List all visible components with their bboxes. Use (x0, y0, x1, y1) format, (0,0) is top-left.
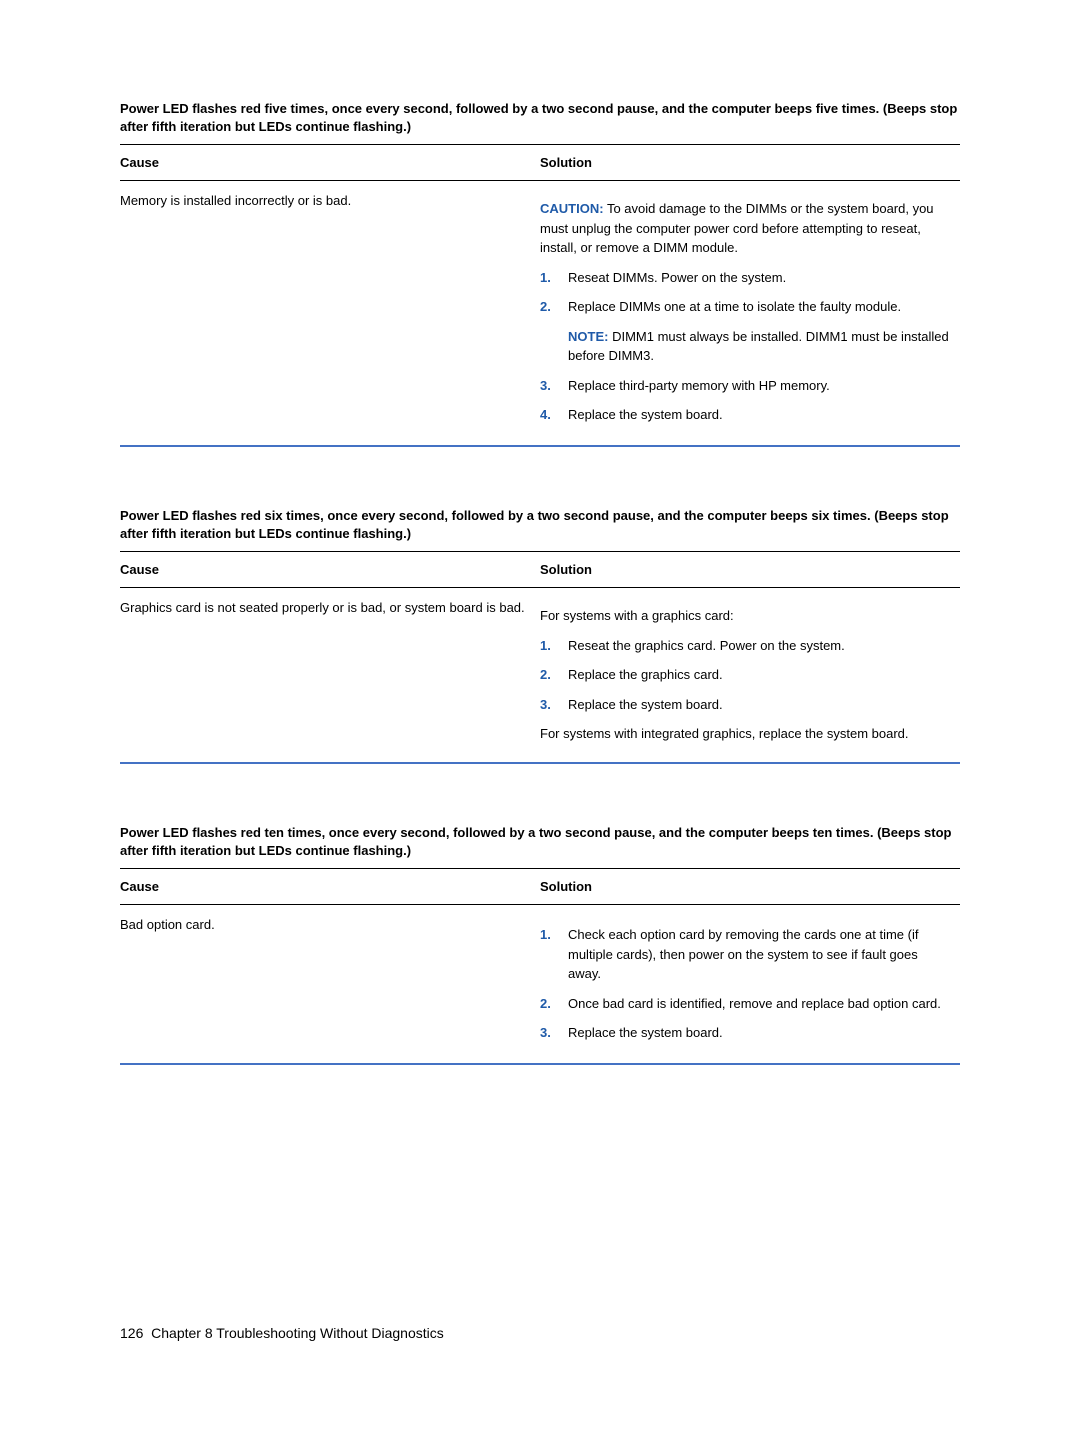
step-number: 1. (540, 925, 568, 984)
outro-text: For systems with integrated graphics, re… (540, 724, 952, 744)
section-title: Power LED flashes red ten times, once ev… (120, 824, 960, 860)
troubleshooting-table: Cause Solution Bad option card. 1. Check… (120, 868, 960, 1065)
steps-list: 1. Check each option card by removing th… (540, 925, 952, 1043)
header-solution: Solution (540, 552, 960, 588)
cause-cell: Memory is installed incorrectly or is ba… (120, 181, 540, 446)
header-solution: Solution (540, 869, 960, 905)
troubleshooting-table: Cause Solution Memory is installed incor… (120, 144, 960, 447)
section-five-flashes: Power LED flashes red five times, once e… (120, 100, 960, 447)
step-text: Replace the graphics card. (568, 665, 952, 685)
step-number: 1. (540, 268, 568, 288)
cause-cell: Bad option card. (120, 905, 540, 1064)
step-number: 3. (540, 695, 568, 715)
step-text: Replace the system board. (568, 1023, 952, 1043)
page-footer: 126 Chapter 8 Troubleshooting Without Di… (120, 1125, 960, 1341)
page-number: 126 (120, 1325, 143, 1341)
step-item: 2. Replace DIMMs one at a time to isolat… (540, 297, 952, 317)
step-item: 1. Reseat DIMMs. Power on the system. (540, 268, 952, 288)
caution-label: CAUTION: (540, 201, 604, 216)
chapter-label: Chapter 8 Troubleshooting Without Diagno… (151, 1325, 444, 1341)
step-number: 1. (540, 636, 568, 656)
header-cause: Cause (120, 552, 540, 588)
step-text: Replace DIMMs one at a time to isolate t… (568, 297, 952, 317)
step-item: 3. Replace the system board. (540, 1023, 952, 1043)
section-ten-flashes: Power LED flashes red ten times, once ev… (120, 824, 960, 1065)
step-item: 3. Replace the system board. (540, 695, 952, 715)
cause-cell: Graphics card is not seated properly or … (120, 588, 540, 763)
note-paragraph: NOTE: DIMM1 must always be installed. DI… (568, 327, 952, 366)
step-item: 3. Replace third-party memory with HP me… (540, 376, 952, 396)
note-text: DIMM1 must always be installed. DIMM1 mu… (568, 329, 949, 364)
caution-paragraph: CAUTION: To avoid damage to the DIMMs or… (540, 199, 952, 258)
section-six-flashes: Power LED flashes red six times, once ev… (120, 507, 960, 764)
step-number: 4. (540, 405, 568, 425)
step-text: Replace the system board. (568, 405, 952, 425)
step-text: Replace third-party memory with HP memor… (568, 376, 952, 396)
step-number: 3. (540, 1023, 568, 1043)
step-item: 2. Replace the graphics card. (540, 665, 952, 685)
step-item: 2. Once bad card is identified, remove a… (540, 994, 952, 1014)
step-item: 1. Check each option card by removing th… (540, 925, 952, 984)
step-number: 3. (540, 376, 568, 396)
solution-cell: For systems with a graphics card: 1. Res… (540, 588, 960, 763)
step-number: 2. (540, 994, 568, 1014)
step-text: Replace the system board. (568, 695, 952, 715)
step-text: Reseat the graphics card. Power on the s… (568, 636, 952, 656)
step-text: Reseat DIMMs. Power on the system. (568, 268, 952, 288)
step-number: 2. (540, 665, 568, 685)
step-item: 4. Replace the system board. (540, 405, 952, 425)
header-solution: Solution (540, 145, 960, 181)
steps-list: 1. Reseat the graphics card. Power on th… (540, 636, 952, 715)
step-text: Once bad card is identified, remove and … (568, 994, 952, 1014)
section-title: Power LED flashes red six times, once ev… (120, 507, 960, 543)
header-cause: Cause (120, 869, 540, 905)
step-item: 1. Reseat the graphics card. Power on th… (540, 636, 952, 656)
intro-text: For systems with a graphics card: (540, 606, 952, 626)
section-title: Power LED flashes red five times, once e… (120, 100, 960, 136)
steps-list: 1. Reseat DIMMs. Power on the system. 2.… (540, 268, 952, 425)
note-label: NOTE: (568, 329, 608, 344)
step-text: Check each option card by removing the c… (568, 925, 952, 984)
solution-cell: 1. Check each option card by removing th… (540, 905, 960, 1064)
solution-cell: CAUTION: To avoid damage to the DIMMs or… (540, 181, 960, 446)
page-content: Power LED flashes red five times, once e… (0, 0, 1080, 1401)
troubleshooting-table: Cause Solution Graphics card is not seat… (120, 551, 960, 764)
step-number: 2. (540, 297, 568, 317)
header-cause: Cause (120, 145, 540, 181)
